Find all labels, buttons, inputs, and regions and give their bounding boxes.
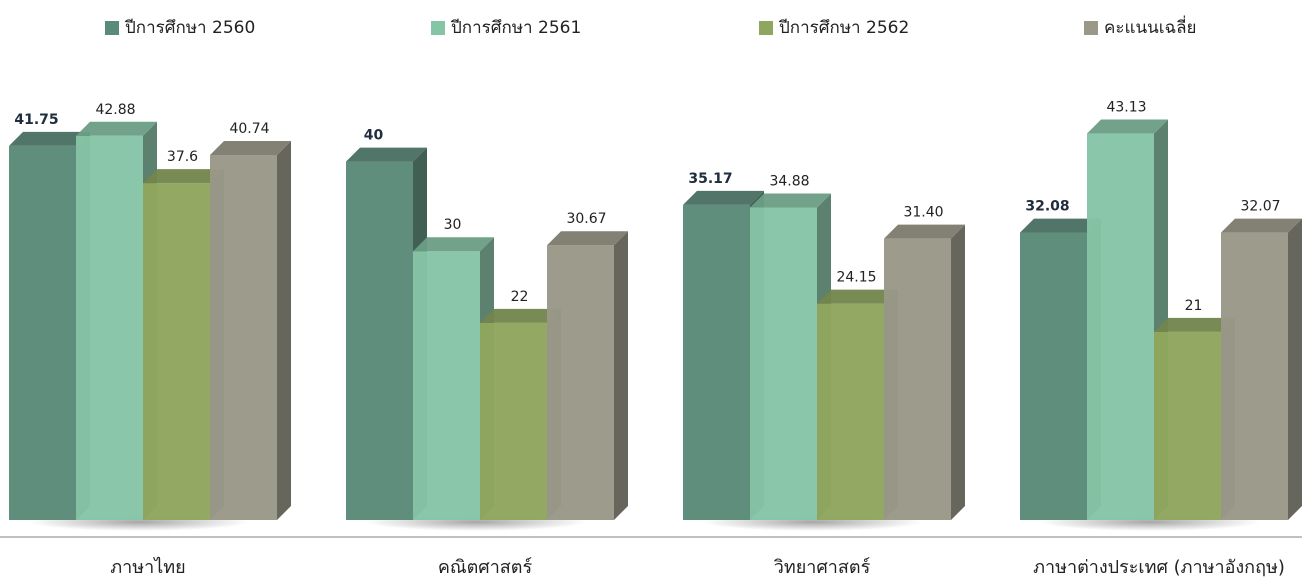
legend-item-2562: ปีการศึกษา 2562 bbox=[759, 14, 909, 41]
bar-top-face bbox=[76, 121, 157, 136]
bar bbox=[210, 140, 291, 520]
bar-top-face bbox=[547, 231, 628, 246]
bar-front-face bbox=[1221, 232, 1288, 520]
bar-top-face bbox=[1020, 218, 1101, 233]
bar-top-face bbox=[210, 140, 291, 155]
value-label: 40.74 bbox=[229, 121, 269, 137]
bar-top-face bbox=[884, 224, 965, 239]
bar-front-face bbox=[817, 303, 884, 520]
bar-top-face bbox=[750, 193, 831, 208]
legend-label-2560: ปีการศึกษา 2560 bbox=[125, 18, 256, 38]
value-label: 30.67 bbox=[566, 211, 606, 227]
value-label: 42.88 bbox=[95, 102, 135, 118]
bar-front-face bbox=[547, 245, 614, 521]
value-label: 43.13 bbox=[1106, 100, 1146, 116]
legend-label-2561: ปีการศึกษา 2561 bbox=[451, 18, 582, 38]
bar-top-face bbox=[143, 169, 224, 184]
value-label: 35.17 bbox=[688, 171, 732, 187]
bar-front-face bbox=[750, 207, 817, 520]
bar-top-face bbox=[413, 237, 494, 252]
legend-item-2560: ปีการศึกษา 2560 bbox=[105, 14, 255, 41]
category-label: ภาษาไทย bbox=[110, 556, 185, 578]
legend-item-2561: ปีการศึกษา 2561 bbox=[431, 14, 581, 41]
bar-front-face bbox=[1087, 133, 1154, 520]
bar-top-face bbox=[1154, 317, 1235, 332]
bar bbox=[1221, 218, 1302, 520]
bar-front-face bbox=[210, 154, 277, 520]
value-label: 24.15 bbox=[836, 270, 876, 286]
bar-front-face bbox=[9, 145, 76, 521]
bar-front-face bbox=[884, 238, 951, 520]
bar-top-face bbox=[683, 190, 764, 205]
category-label: วิทยาศาสตร์ bbox=[774, 557, 871, 578]
value-label: 40 bbox=[364, 128, 384, 144]
value-label: 21 bbox=[1185, 298, 1203, 314]
bar-front-face bbox=[1020, 232, 1087, 520]
bar bbox=[884, 224, 965, 520]
bar bbox=[1087, 119, 1168, 520]
legend-label-average: คะแนนเฉลี่ย bbox=[1104, 18, 1197, 38]
bar-top-face bbox=[817, 289, 898, 304]
legend-swatch-average bbox=[1084, 20, 1098, 35]
category-label: คณิตศาสตร์ bbox=[438, 557, 533, 578]
legend-label-2562: ปีการศึกษา 2562 bbox=[779, 18, 910, 38]
bar-side-face bbox=[614, 231, 628, 521]
bar-front-face bbox=[413, 251, 480, 520]
value-label: 22 bbox=[511, 289, 529, 305]
value-label: 32.08 bbox=[1025, 199, 1069, 215]
category-label: ภาษาต่างประเทศ (ภาษาอังกฤษ) bbox=[1033, 557, 1285, 578]
value-label: 37.6 bbox=[167, 149, 198, 165]
legend-swatch-2562 bbox=[759, 20, 773, 35]
value-label: 41.75 bbox=[14, 112, 58, 128]
legend-item-average: คะแนนเฉลี่ย bbox=[1084, 14, 1196, 41]
bar-front-face bbox=[143, 183, 210, 520]
value-label: 31.40 bbox=[903, 205, 943, 221]
chart-legend: ปีการศึกษา 2560 ปีการศึกษา 2561 ปีการศึก… bbox=[0, 14, 1302, 42]
bar-top-face bbox=[1221, 218, 1302, 233]
bar-front-face bbox=[76, 135, 143, 520]
bar-side-face bbox=[1288, 218, 1302, 520]
bar-side-face bbox=[951, 224, 965, 520]
bar-front-face bbox=[1154, 331, 1221, 520]
bar-top-face bbox=[9, 131, 90, 146]
bar-top-face bbox=[1087, 119, 1168, 134]
legend-swatch-2561 bbox=[431, 20, 445, 35]
bar bbox=[547, 231, 628, 521]
bar-front-face bbox=[346, 161, 413, 520]
legend-swatch-2560 bbox=[105, 20, 119, 35]
bar-side-face bbox=[277, 140, 291, 520]
value-label: 34.88 bbox=[769, 173, 809, 189]
bar-top-face bbox=[480, 308, 561, 323]
bar-front-face bbox=[683, 204, 750, 520]
value-label: 30 bbox=[444, 217, 462, 233]
bar-top-face bbox=[346, 147, 427, 162]
bar-front-face bbox=[480, 322, 547, 520]
value-label: 32.07 bbox=[1240, 199, 1280, 215]
